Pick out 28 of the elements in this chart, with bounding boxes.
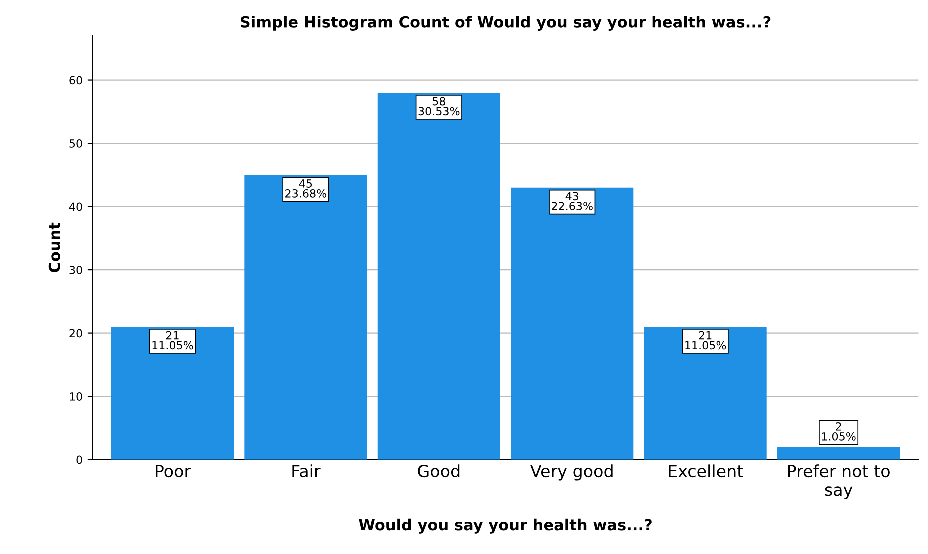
y-tick-label: 10 [70,392,82,401]
x-tick-label: Fair [292,464,321,478]
data-label: 21 11.05% [686,331,726,350]
chart-title: Simple Histogram Count of Would you say your health was...? [240,16,771,31]
y-tick-label: 30 [70,266,82,274]
data-label: 45 23.68% [286,180,327,198]
data-label: 58 30.53% [418,97,460,116]
y-tick-label: 40 [69,202,82,212]
x-tick-label: Prefer not to say [788,464,890,500]
x-tick-label: Very good [530,464,613,481]
bar [111,326,234,460]
bar [644,326,767,460]
y-axis-title: Count [48,222,60,273]
y-tick-label: 0 [76,456,82,464]
x-tick-label: Poor [156,465,192,478]
y-tick-label: 60 [70,76,82,85]
bar [244,175,368,460]
bar [511,188,634,460]
data-label: 43 22.63% [552,192,593,210]
x-axis-title: Would you say your health was...? [359,518,652,534]
x-tick-label: Excellent [669,464,744,478]
y-tick-label: 20 [70,329,82,338]
y-tick-label: 50 [70,140,82,148]
data-label: 21 11.05% [152,331,194,350]
x-tick-label: Good [418,464,460,478]
bar [378,92,500,460]
data-label: 2 1.05% [822,422,856,441]
bar [778,447,900,460]
